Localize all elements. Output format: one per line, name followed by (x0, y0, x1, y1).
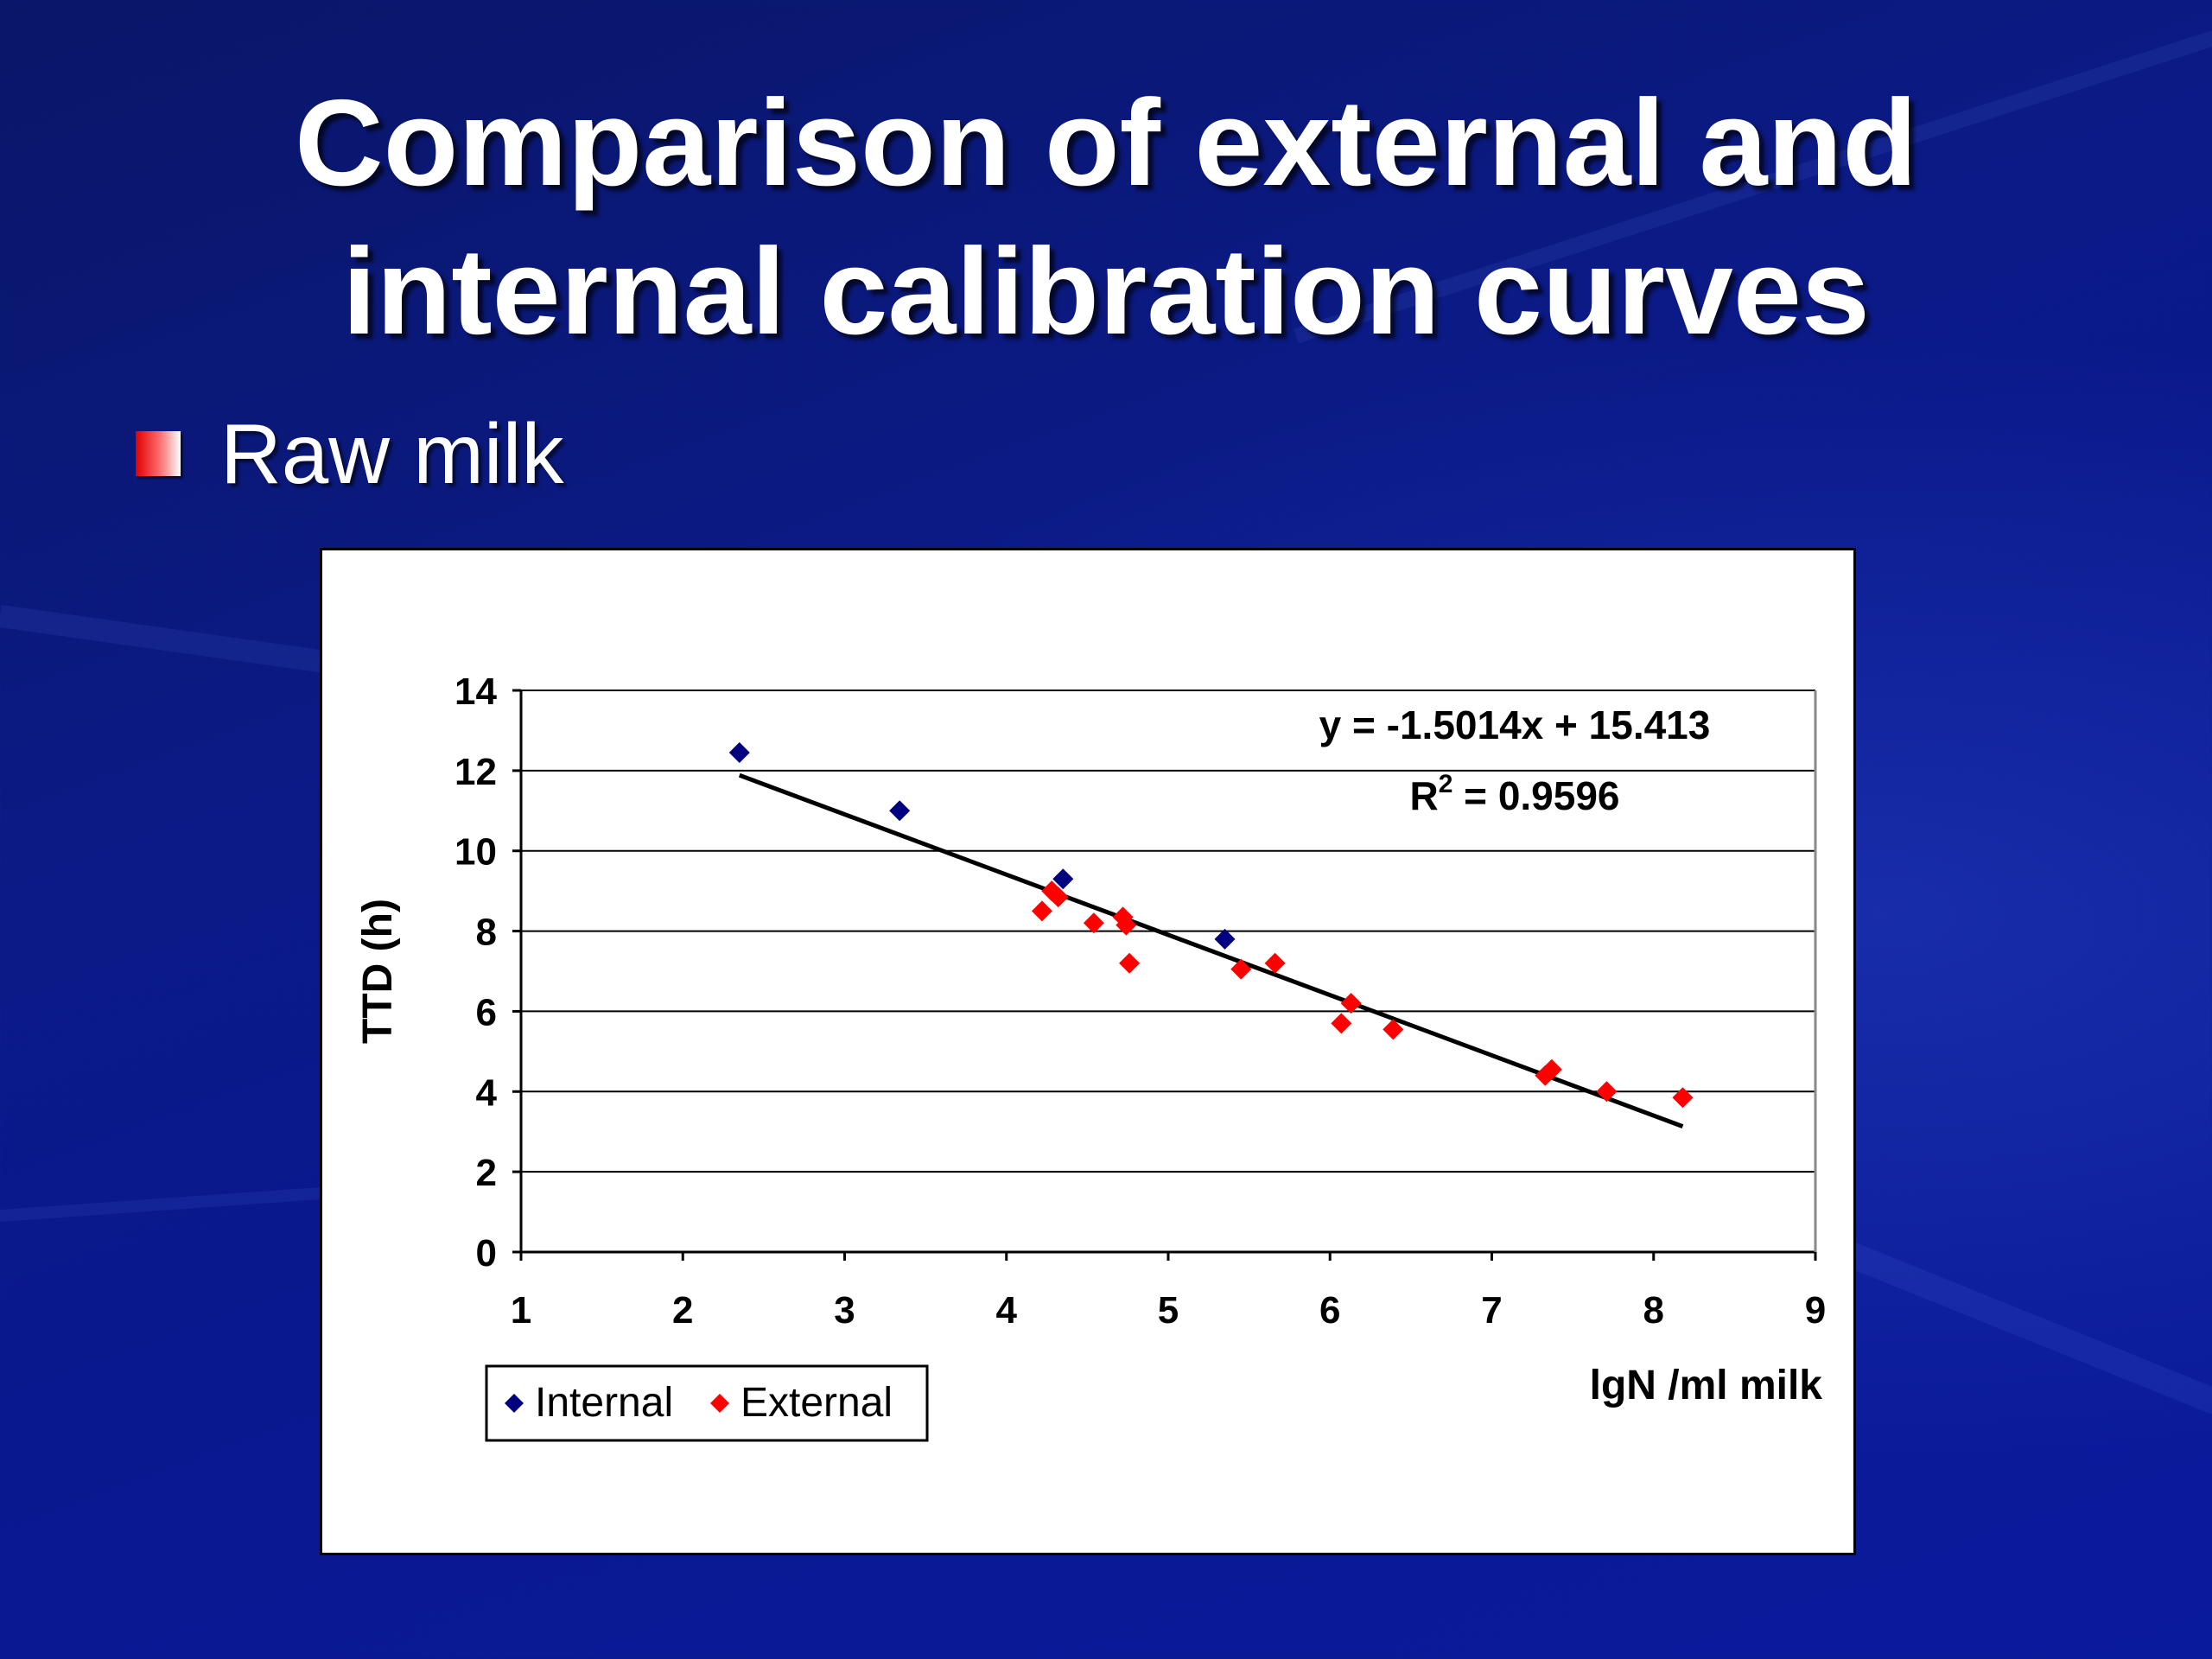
internal-point (1214, 928, 1236, 950)
external-point (1596, 1081, 1618, 1103)
y-tick-label: 12 (454, 751, 497, 793)
bullet-item: Raw milk (136, 406, 563, 501)
y-tick-label: 4 (476, 1071, 498, 1114)
external-point (1112, 906, 1134, 928)
x-axis-label: lgN /ml milk (1590, 1363, 1823, 1408)
gridlines (521, 690, 1815, 1173)
y-tick-label: 10 (454, 831, 497, 874)
r-squared-prefix: R (1409, 773, 1438, 818)
y-tick-label: 14 (454, 671, 497, 713)
y-axis-label: TTD (h) (355, 899, 401, 1044)
bullet-square-icon (136, 431, 181, 476)
external-point (1541, 1058, 1562, 1080)
y-tick-label: 8 (476, 912, 497, 954)
data-points (728, 741, 1694, 1109)
chart-legend: Internal External (485, 1364, 929, 1442)
external-point (1230, 958, 1252, 980)
x-tick-label: 2 (672, 1289, 693, 1332)
internal-point (889, 800, 911, 822)
x-tick-label: 9 (1805, 1289, 1826, 1332)
external-point (1331, 1013, 1352, 1034)
y-tick-label: 6 (476, 991, 497, 1033)
x-tick-label: 3 (834, 1289, 855, 1332)
slide-title-line-2: internal calibration curves (342, 223, 1870, 360)
r-squared-value: = 0.9596 (1452, 773, 1619, 818)
legend-items: Internal External (505, 1380, 893, 1426)
legend-label-internal: Internal (535, 1380, 673, 1426)
r-squared-label: R2 = 0.9596 (1409, 770, 1619, 818)
external-point (1340, 993, 1362, 1014)
internal-point (1052, 868, 1074, 890)
external-point (1047, 887, 1069, 908)
x-tick-label: 5 (1158, 1289, 1179, 1332)
x-tick-label: 8 (1643, 1289, 1664, 1332)
legend-label-external: External (741, 1380, 893, 1426)
x-tick-label: 4 (996, 1289, 1018, 1332)
background-streak (1809, 1228, 2212, 1479)
external-point (1083, 912, 1104, 934)
external-point (1264, 952, 1286, 974)
external-point (1116, 914, 1137, 936)
y-tick-label: 0 (476, 1232, 497, 1274)
slide-title-line-1: Comparison of external and (295, 74, 1917, 212)
legend-box (485, 1364, 929, 1442)
x-tick-label: 6 (1319, 1289, 1340, 1332)
external-point (1031, 900, 1052, 922)
trendline-equation: y = -1.5014x + 15.413 (1319, 702, 1711, 747)
slide-title: Comparison of external and internal cali… (0, 69, 2212, 366)
legend-marker-external (710, 1394, 729, 1413)
x-tick-label: 1 (511, 1289, 531, 1332)
chart-frame: 0 2 4 6 8 10 12 14 1 2 3 4 5 6 7 8 9 y = -1.5014x + 15.4… (320, 548, 1856, 1555)
y-tick-label: 2 (476, 1152, 497, 1194)
external-point (1119, 952, 1141, 974)
axes (519, 690, 1817, 1254)
internal-point (728, 741, 750, 763)
trendline (738, 772, 1684, 1128)
x-tick-label: 7 (1481, 1289, 1502, 1332)
r-squared-superscript: 2 (1439, 770, 1453, 798)
bullet-text: Raw milk (220, 405, 564, 501)
external-point (1382, 1019, 1404, 1040)
legend-marker-internal (505, 1394, 524, 1413)
external-point (1672, 1087, 1694, 1109)
